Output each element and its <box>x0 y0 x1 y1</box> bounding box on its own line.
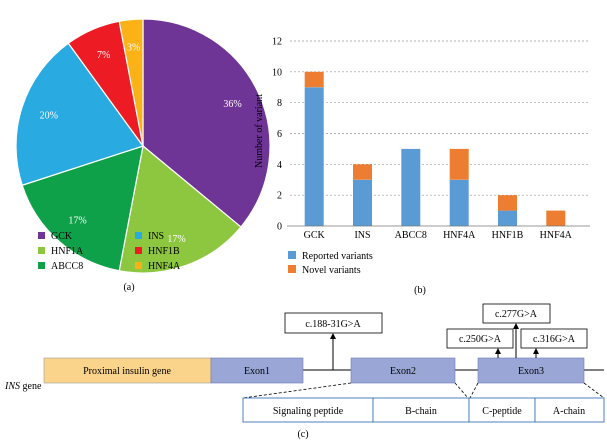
mutation-box-2 <box>446 328 514 349</box>
legend-label-hnf1b: HNF1B <box>148 246 180 257</box>
bar-series <box>304 71 566 227</box>
legend-swatch-hnf1b <box>135 247 142 254</box>
bar-legend: Reported variants Novel variants <box>288 251 373 276</box>
mutation-arrowhead-3 <box>513 323 519 329</box>
bar-legend-label-1: Novel variants <box>302 265 361 276</box>
exon2-label: Exon2 <box>390 366 416 377</box>
exon2 <box>350 357 456 384</box>
y-axis-label: Number of variant <box>254 94 265 168</box>
mutation-arrowhead-2 <box>495 348 501 354</box>
bar-legend-swatch-0 <box>288 251 296 259</box>
pie-slice-hnf1a <box>118 144 242 274</box>
mutation-box-4 <box>520 328 588 349</box>
bar-reported-ins-1 <box>353 179 372 227</box>
legend-label-hnf4a: HNF4A <box>148 261 181 272</box>
exon3 <box>477 357 585 384</box>
mutation-label-1: c.188-31G>A <box>305 319 361 330</box>
panel-label-a: (a) <box>123 282 134 293</box>
bar-novel-hnf1b-4 <box>498 195 517 211</box>
x-tick-label-1: INS <box>354 230 370 241</box>
pie-legend: GCK INS HNF1A HNF1B ABCC8 HNF4A <box>38 231 181 272</box>
panel-label-c: (c) <box>297 429 308 440</box>
bar-reported-gck-0 <box>304 87 324 227</box>
x-tick-label-5: HNF4A <box>540 230 573 241</box>
bar-legend-label-0: Reported variants <box>302 251 373 262</box>
pie-value-label-gck: 36% <box>223 99 241 110</box>
y-tick-label-0: 0 <box>277 222 282 233</box>
gene-label-rest: gene <box>20 381 42 392</box>
pie-value-label-abcc8: 17% <box>68 215 86 226</box>
legend-label-hnf1a: HNF1A <box>51 246 84 257</box>
mutation-label-4: c.316G>A <box>533 334 576 345</box>
legend-label-abcc8: ABCC8 <box>51 261 83 272</box>
y-tick-label-6: 6 <box>277 129 282 140</box>
pie-slice-ins <box>15 42 144 187</box>
mutation-box-3 <box>482 303 551 324</box>
gene-label-italic: INS <box>4 381 20 392</box>
legend-swatch-ins <box>135 232 142 239</box>
expansion-line-right <box>583 382 605 399</box>
x-tick-label-4: HNF1B <box>492 230 524 241</box>
pie-slice-abcc8 <box>21 145 144 272</box>
bar-reported-hnf4a-3 <box>449 179 469 227</box>
bar-novel-gck-0 <box>304 71 324 88</box>
y-tick-label-4: 4 <box>277 160 282 171</box>
bar-reported-hnf1b-4 <box>498 210 517 226</box>
y-tick-label-8: 8 <box>277 98 282 109</box>
x-tick-label-0: GCK <box>304 230 326 241</box>
legend-label-gck: GCK <box>51 231 73 242</box>
pie-slice-hnf4a <box>118 18 144 147</box>
bar-novel-hnf4a-5 <box>546 210 566 226</box>
proximal-label: Proximal insulin gene <box>83 366 171 377</box>
expansion-line-mid1 <box>454 382 469 399</box>
segment-c-peptide <box>468 397 536 423</box>
mutation-arrowhead-4 <box>533 348 539 354</box>
gene-label: INS gene <box>4 381 42 392</box>
y-tick-label-2: 2 <box>277 191 282 202</box>
x-tick-label-3: HNF4A <box>443 230 476 241</box>
segment-a-chain <box>534 397 605 423</box>
exon3-label: Exon3 <box>518 366 544 377</box>
panel-label-b: (b) <box>414 285 426 296</box>
bar-novel-hnf4a-3 <box>449 148 469 180</box>
segment-label-1: Signaling peptide <box>273 406 344 417</box>
proximal-region <box>43 357 212 384</box>
segment-label-3: C-peptide <box>482 406 522 417</box>
exon1 <box>210 357 304 384</box>
exon1-label: Exon1 <box>244 366 270 377</box>
legend-swatch-hnf1a <box>38 247 45 254</box>
bar-reported-abcc8-2 <box>401 148 421 226</box>
legend-swatch-gck <box>38 232 45 239</box>
pie-value-label-hnf1a: 17% <box>167 234 185 245</box>
pie-chart <box>15 18 271 274</box>
bar-y-tick-labels: 0 2 4 6 8 10 12 <box>272 37 282 233</box>
y-tick-label-12: 12 <box>272 37 282 48</box>
expansion-line-left <box>242 382 352 399</box>
pie-value-label-hnf1b: 7% <box>97 50 110 61</box>
segment-label-4: A-chain <box>553 406 585 417</box>
pie-slice-gck <box>142 18 271 228</box>
bar-legend-swatch-1 <box>288 265 296 273</box>
pie-value-label-ins: 20% <box>40 110 58 121</box>
y-tick-label-10: 10 <box>272 67 282 78</box>
legend-swatch-hnf4a <box>135 262 142 269</box>
x-tick-label-2: ABCC8 <box>395 230 427 241</box>
segment-label-2: B-chain <box>405 406 437 417</box>
bar-gridlines <box>290 40 590 196</box>
mutation-label-3: c.277G>A <box>495 309 538 320</box>
bar-novel-ins-1 <box>353 164 372 180</box>
pie-value-label-hnf4a: 3% <box>127 42 140 53</box>
mutation-box-1 <box>284 312 383 334</box>
gene-diagram: INS gene Proximal insulin gene Exon1 Exo… <box>4 303 605 423</box>
legend-swatch-abcc8 <box>38 262 45 269</box>
bar-x-tick-labels: GCK INS ABCC8 HNF4A HNF1B HNF4A <box>304 230 573 241</box>
expansion-line-mid2 <box>469 382 479 399</box>
segment-b-chain <box>372 397 470 423</box>
mutation-label-2: c.250G>A <box>459 334 502 345</box>
pie-value-labels: 36% 17% 17% 20% 7% 3% <box>40 42 242 245</box>
legend-label-ins: INS <box>148 231 164 242</box>
mutation-arrowhead-1 <box>330 333 336 339</box>
